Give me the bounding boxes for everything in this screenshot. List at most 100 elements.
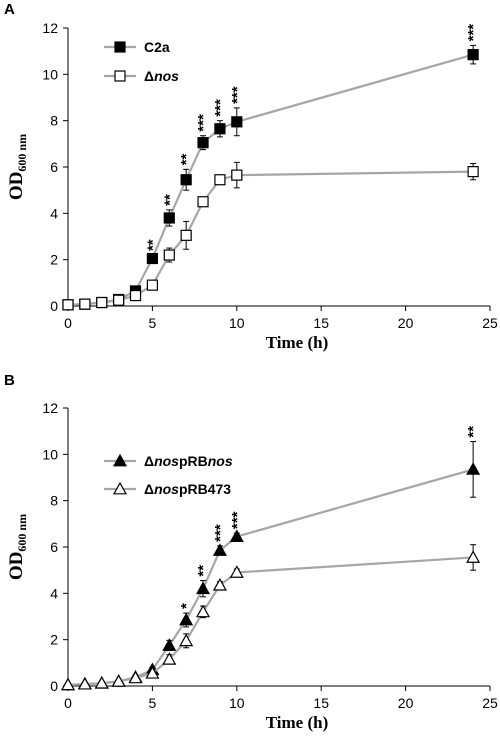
series-line: [67, 170, 474, 306]
data-point: [62, 299, 74, 311]
legend-label: C2a: [144, 39, 170, 55]
legend-label-part: nos: [154, 68, 179, 84]
x-tick-label: 5: [149, 695, 157, 711]
data-point: [113, 294, 125, 306]
legend-marker: [112, 481, 128, 495]
data-point: [60, 677, 76, 691]
y-tick-label: 12: [42, 20, 58, 36]
x-tick-label: 10: [229, 695, 245, 711]
data-point: [231, 116, 243, 128]
data-point: [180, 229, 192, 241]
x-tick-label: 0: [64, 695, 72, 711]
data-point: [229, 565, 244, 578]
series-2: [62, 161, 479, 311]
series-line: [67, 556, 474, 686]
data-point: [162, 652, 177, 665]
y-tick-label: 8: [50, 493, 58, 509]
legend-label-part: nos: [154, 481, 179, 497]
data-point: [197, 196, 209, 208]
legend-label-part: C2a: [144, 39, 170, 55]
data-point: [94, 675, 109, 689]
data-point: [229, 529, 244, 542]
legend-label: Δnos: [144, 68, 179, 84]
series-1: [60, 441, 481, 691]
significance-label: ***: [229, 86, 246, 104]
significance-label: **: [178, 153, 195, 165]
legend-item: ΔnospRB473: [104, 481, 231, 497]
data-point: [77, 676, 92, 690]
series-line: [67, 53, 474, 306]
x-tick-label: 25: [482, 695, 498, 711]
series-line: [67, 468, 474, 686]
data-point: [111, 674, 126, 687]
y-axis-title-main: OD: [6, 172, 27, 201]
significance-label: **: [144, 239, 161, 251]
significance-label: ***: [212, 99, 229, 117]
data-point: [96, 296, 108, 309]
significance-label: *: [178, 603, 195, 609]
data-point: [79, 298, 91, 310]
y-tick-label: 6: [50, 159, 58, 175]
legend-label-part: Δ: [144, 68, 154, 84]
x-tick-label: 25: [482, 315, 498, 331]
y-axis-title-subscript: 600 nm: [15, 514, 29, 552]
y-tick-label: 6: [50, 539, 58, 555]
data-point: [196, 581, 211, 595]
y-tick-label: 4: [50, 585, 58, 601]
x-tick-label: 5: [149, 315, 157, 331]
x-axis-title: Time (h): [266, 333, 329, 352]
data-point: [179, 612, 194, 626]
x-tick-label: 15: [313, 315, 329, 331]
legend-label-part: pRB473: [179, 481, 231, 497]
legend-item: Δnos: [104, 68, 179, 84]
data-point: [129, 289, 142, 302]
data-point: [197, 137, 209, 149]
series-1: [62, 44, 479, 311]
x-axis-title: Time (h): [266, 713, 329, 732]
x-tick-label: 20: [398, 315, 414, 331]
y-tick-label: 0: [50, 298, 58, 314]
data-point: [163, 249, 175, 261]
legend-label: ΔnospRBnos: [144, 453, 233, 469]
data-point: [231, 169, 243, 181]
x-tick-label: 20: [398, 695, 414, 711]
data-point: [145, 666, 160, 679]
data-point: [163, 212, 175, 224]
x-tick-label: 0: [64, 315, 72, 331]
panel-label: A: [4, 1, 15, 18]
y-tick-label: 10: [42, 66, 58, 82]
y-axis-title: OD600 nm: [6, 134, 29, 200]
significance-label: ***: [195, 114, 212, 132]
legend-marker: [114, 70, 126, 82]
x-tick-label: 10: [229, 315, 245, 331]
legend-label: ΔnospRB473: [144, 481, 231, 497]
legend-label-part: Δ: [144, 453, 154, 469]
legend-item: C2a: [104, 39, 170, 55]
y-axis-title-main: OD: [6, 552, 27, 581]
data-point: [466, 550, 481, 563]
data-point: [467, 49, 479, 61]
x-tick-label: 15: [313, 695, 329, 711]
significance-label: **: [161, 194, 178, 206]
legend-label-part: nos: [154, 453, 179, 469]
significance-label: **: [465, 426, 482, 438]
data-point: [212, 577, 227, 591]
significance-label: ***: [212, 524, 229, 542]
data-point: [214, 123, 226, 135]
y-tick-label: 4: [50, 205, 58, 221]
legend-label-part: pRB: [179, 453, 208, 469]
y-tick-label: 12: [42, 400, 58, 416]
y-tick-label: 10: [42, 446, 58, 462]
data-point: [467, 166, 479, 178]
significance-label: **: [195, 565, 212, 577]
legend-marker: [114, 41, 126, 53]
data-point: [146, 252, 158, 265]
significance-label: ***: [229, 511, 246, 529]
data-point: [179, 633, 194, 647]
panel-label: B: [4, 372, 15, 389]
legend-marker: [112, 453, 128, 467]
y-axis-title-subscript: 600 nm: [15, 134, 29, 172]
